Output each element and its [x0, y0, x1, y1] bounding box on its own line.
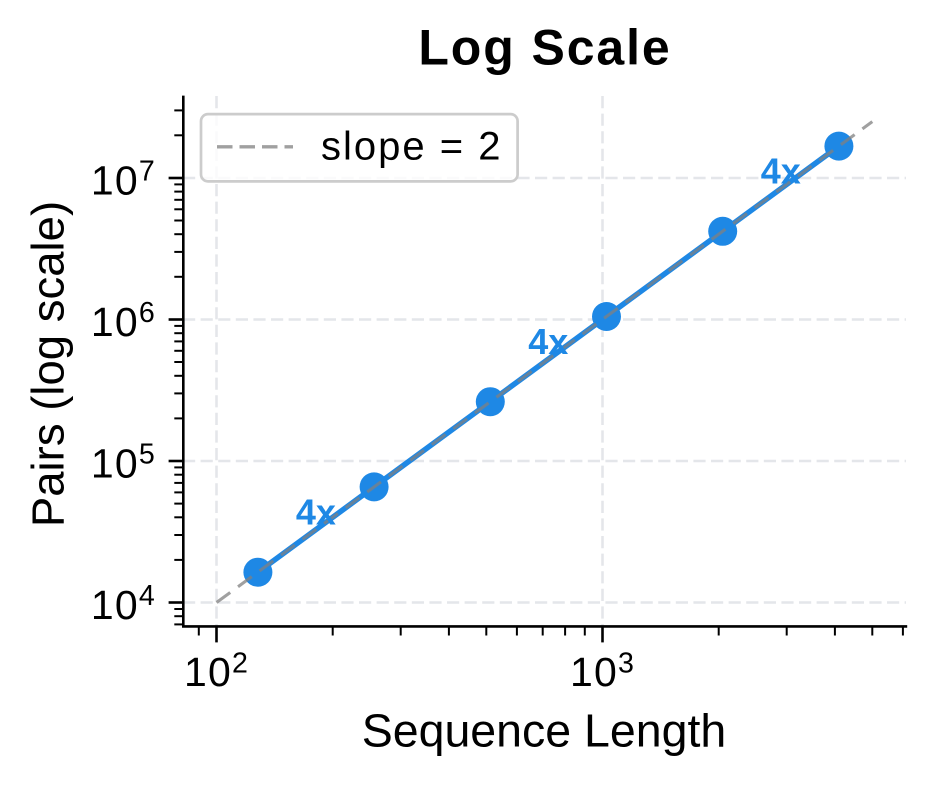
svg-text:Log Scale: Log Scale — [418, 20, 671, 76]
svg-text:Pairs (log scale): Pairs (log scale) — [23, 201, 74, 527]
svg-text:Sequence Length: Sequence Length — [362, 705, 727, 757]
svg-text:4x: 4x — [528, 321, 568, 362]
svg-text:slope = 2: slope = 2 — [321, 125, 502, 169]
svg-text:4x: 4x — [296, 491, 336, 532]
svg-text:103: 103 — [570, 648, 635, 696]
svg-text:4x: 4x — [761, 151, 801, 192]
